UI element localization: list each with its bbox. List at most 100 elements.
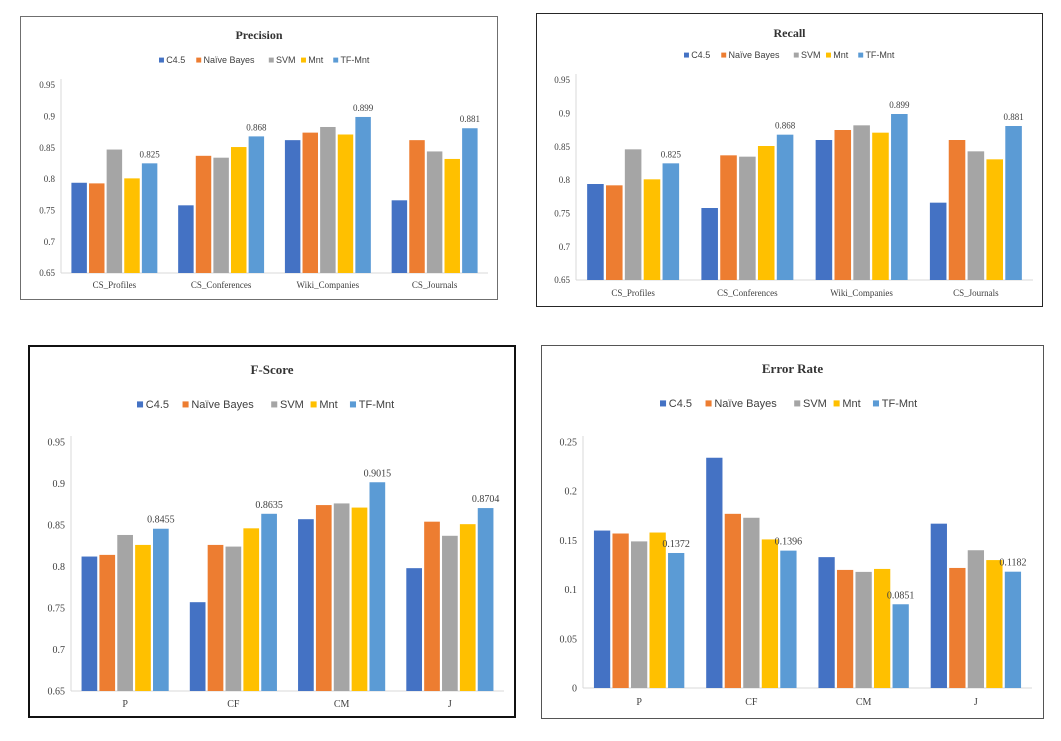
y-tick-label: 0.95 [554,75,570,85]
legend-swatch [159,57,164,63]
bar-tf-mnt-cs-journals [1005,126,1022,280]
bar-mnt-cs-conferences [230,147,247,273]
legend-label: Naïve Bayes [191,399,254,411]
bar-tf-mnt-j [477,508,494,691]
x-category-label: CS_Conferences [191,280,252,290]
bar-svm-cs-journals [967,151,985,280]
x-category-label: CS_Journals [953,288,999,298]
bar-svm-p [630,541,648,688]
legend-item-na-ve-bayes: Naïve Bayes [182,399,254,411]
y-tick-label: 0.05 [560,634,578,645]
data-label: 0.868 [775,121,796,131]
bar-na-ve-bayes-cf [207,544,224,691]
bar-na-ve-bayes-j [949,567,966,688]
x-category-label: P [122,699,128,710]
y-tick-label: 0.2 [565,487,578,498]
x-category-label: J [974,697,978,708]
y-tick-label: 0.8 [53,562,66,573]
bar-mnt-cs-journals [444,158,460,273]
bar-na-ve-bayes-cs-profiles [89,183,105,273]
data-label: 0.1372 [662,539,690,550]
legend-swatch [349,401,357,408]
legend-label: SVM [276,55,296,65]
legend-swatch [833,400,840,407]
legend-label: SVM [803,398,827,410]
bar-c4-5-cs-journals [391,200,408,273]
legend-item-na-ve-bayes: Naïve Bayes [705,398,777,410]
bar-na-ve-bayes-cs-journals [409,140,425,273]
legend-label: Naïve Bayes [728,50,780,60]
bar-mnt-j [986,560,1003,688]
legend-swatch [872,400,880,407]
bar-tf-mnt-cs-journals [462,128,478,273]
legend-item-svm: SVM [794,398,827,410]
legend-label: TF-Mnt [359,399,394,411]
bar-tf-mnt-cs-conferences [776,134,794,280]
x-category-label: CS_Journals [412,280,458,290]
bar-mnt-p [649,532,666,688]
bar-c4-5-p [593,530,611,688]
data-label: 0.868 [246,122,267,132]
legend-item-na-ve-bayes: Naïve Bayes [196,55,255,65]
bar-c4-5-wiki-companies [815,140,833,280]
y-tick-label: 0.9 [44,111,56,121]
y-tick-label: 0.75 [39,205,55,215]
legend-label: Mnt [842,398,860,410]
bar-svm-cs-profiles [106,149,123,273]
bar-na-ve-bayes-cf [724,513,741,688]
bar-na-ve-bayes-cs-journals [948,140,966,280]
y-tick-label: 0.1 [565,585,578,596]
bar-c4-5-cf [189,602,206,691]
x-category-label: CM [334,699,350,710]
bar-svm-cs-profiles [624,149,642,280]
fscore-chart-panel: F-Score C4.5 Naïve Bayes SVM Mnt TF-Mnt 0.65 0.… [28,345,516,718]
y-tick-label: 0.85 [48,521,66,532]
legend-swatch [301,57,306,63]
legend-item-tf-mnt: TF-Mnt [333,55,370,65]
y-tick-label: 0.75 [554,208,570,218]
x-category-label: CF [745,697,758,708]
chart-title: Precision [235,28,282,42]
bar-svm-wiki-companies [320,126,336,273]
legend-swatch [333,57,339,63]
bar-c4-5-cm [818,557,835,688]
legend-item-tf-mnt: TF-Mnt [872,398,917,410]
bar-mnt-cs-conferences [757,146,775,280]
legend-label: Naïve Bayes [714,398,777,410]
bar-mnt-wiki-companies [337,134,354,273]
bar-svm-cs-conferences [213,157,229,273]
data-label: 0.8455 [147,515,175,526]
legend-swatch [826,52,831,58]
chart-title: Recall [774,26,807,40]
y-tick-label: 0.95 [39,80,55,90]
legend-swatch [271,401,278,408]
bar-na-ve-bayes-j [424,521,440,691]
legend-item-c4-5: C4.5 [660,398,692,410]
legend-label: C4.5 [146,399,169,411]
bar-na-ve-bayes-wiki-companies [834,130,852,280]
legend-label: TF-Mnt [882,398,917,410]
legend-swatch [794,400,801,407]
bar-na-ve-bayes-cs-profiles [605,185,623,280]
bar-tf-mnt-wiki-companies [355,116,371,274]
bar-mnt-cm [351,507,368,691]
chart-title: F-Score [250,362,293,377]
x-category-label: CM [856,697,872,708]
data-label: 0.899 [889,100,910,110]
bar-na-ve-bayes-cm [836,569,854,688]
legend-label: C4.5 [166,55,185,65]
bar-svm-j [442,535,458,691]
bar-c4-5-cm [298,519,314,691]
bar-mnt-cs-profiles [643,179,661,280]
x-category-label: CF [227,699,240,710]
y-tick-label: 0.8 [559,175,571,185]
data-label: 0.1182 [999,558,1026,569]
x-category-label: CS_Profiles [611,288,655,298]
data-label: 0.8635 [255,500,283,511]
legend-item-svm: SVM [793,50,821,60]
bar-mnt-cm [874,568,891,688]
bar-mnt-j [459,524,476,691]
bar-c4-5-cs-journals [929,202,947,280]
bar-tf-mnt-wiki-companies [891,114,908,280]
fscore-svg: F-Score C4.5 Naïve Bayes SVM Mnt TF-Mnt 0.65 0.… [48,362,504,710]
